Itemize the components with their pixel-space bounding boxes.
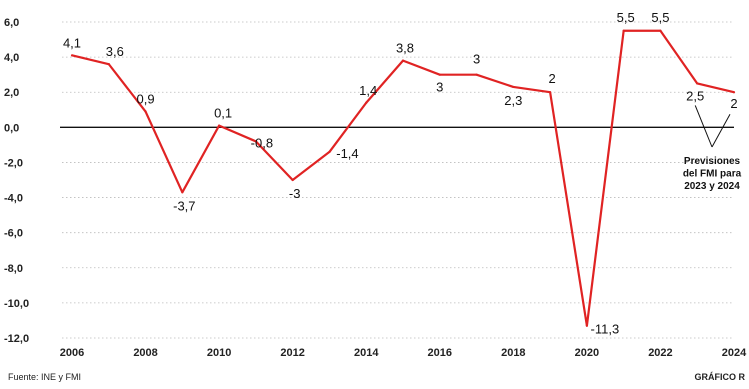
x-tick-label: 2024	[722, 347, 747, 359]
x-tick-label: 2014	[354, 347, 379, 359]
data-label: -1,4	[336, 146, 358, 161]
annotation-text: del FMI para	[683, 169, 742, 180]
y-tick-label: -8,0	[4, 263, 23, 275]
data-label: 4,1	[63, 35, 81, 50]
data-point	[107, 63, 110, 66]
annotation-text: 2023 y 2024	[684, 181, 740, 192]
data-point	[438, 73, 441, 76]
data-label: 3	[436, 80, 443, 95]
y-tick-label: -12,0	[4, 333, 29, 345]
data-point	[549, 91, 552, 94]
data-label: 3,6	[106, 44, 124, 59]
data-label: 2,5	[686, 88, 704, 103]
data-label: -0,8	[251, 135, 273, 150]
x-tick-label: 2010	[207, 347, 231, 359]
y-tick-label: 2,0	[4, 87, 19, 99]
data-label: -3,7	[173, 198, 195, 213]
source-note: Fuente: INE y FMI	[8, 372, 82, 382]
y-tick-label: 0,0	[4, 122, 19, 134]
data-point	[696, 82, 699, 85]
graphic-credit: GRÁFICO R	[694, 372, 746, 382]
y-tick-label: -10,0	[4, 298, 29, 310]
data-labels: 4,1 3,6 0,9 -3,7 0,1 -0,8 -3 -1,4 1,4 3,8 3 3 2,3 2 -1…	[63, 10, 738, 337]
x-tick-label: 2020	[575, 347, 599, 359]
data-point	[144, 110, 147, 113]
x-tick-label: 2018	[501, 347, 525, 359]
x-tick-label: 2022	[648, 347, 672, 359]
y-axis-ticks: 6,0 4,0 2,0 0,0 -2,0 -4,0 -6,0 -8,0 -10,0 -12,0	[4, 17, 29, 345]
data-point	[622, 29, 625, 32]
data-point	[585, 324, 588, 327]
x-tick-label: 2016	[428, 347, 452, 359]
y-tick-label: -4,0	[4, 193, 23, 205]
data-point	[254, 140, 257, 143]
data-point	[181, 191, 184, 194]
data-label: -11,3	[591, 322, 620, 337]
x-tick-label: 2008	[133, 347, 157, 359]
data-label: 0,9	[137, 92, 155, 107]
data-label: 0,1	[214, 106, 232, 121]
data-point	[365, 101, 368, 104]
data-label: 5,5	[617, 10, 635, 25]
data-label: 2	[730, 96, 737, 111]
data-label: 2	[548, 71, 555, 86]
x-tick-label: 2012	[280, 347, 304, 359]
grid-lines	[62, 21, 734, 339]
data-point	[401, 59, 405, 62]
data-point	[328, 150, 331, 154]
y-tick-label: 4,0	[4, 52, 19, 64]
data-label: -3	[289, 186, 301, 201]
data-point	[659, 29, 662, 32]
data-label: 2,3	[504, 93, 522, 108]
data-points	[70, 29, 736, 327]
data-point	[732, 91, 736, 94]
line-chart: 6,0 4,0 2,0 0,0 -2,0 -4,0 -6,0 -8,0 -10,0 -12,0 2…	[4, 10, 747, 359]
data-point	[70, 54, 74, 57]
data-label: 3	[473, 52, 480, 67]
data-label: 5,5	[651, 10, 669, 25]
data-point	[475, 73, 478, 76]
data-label: 1,4	[359, 83, 377, 98]
annotation-pointer	[711, 113, 731, 148]
annotation-text: Previsiones	[684, 156, 741, 167]
y-tick-label: -2,0	[4, 157, 23, 169]
y-tick-label: 6,0	[4, 17, 19, 29]
annotation-pointer	[694, 105, 713, 148]
series-line	[71, 29, 735, 327]
y-tick-label: -6,0	[4, 228, 23, 240]
x-tick-label: 2006	[60, 347, 84, 359]
data-point	[512, 85, 515, 89]
data-point	[218, 124, 221, 127]
x-axis-ticks: 2006 2008 2010 2012 2014 2016 2018 2020 2022 2024	[60, 347, 747, 359]
data-label: 3,8	[396, 41, 414, 56]
data-point	[291, 178, 294, 182]
